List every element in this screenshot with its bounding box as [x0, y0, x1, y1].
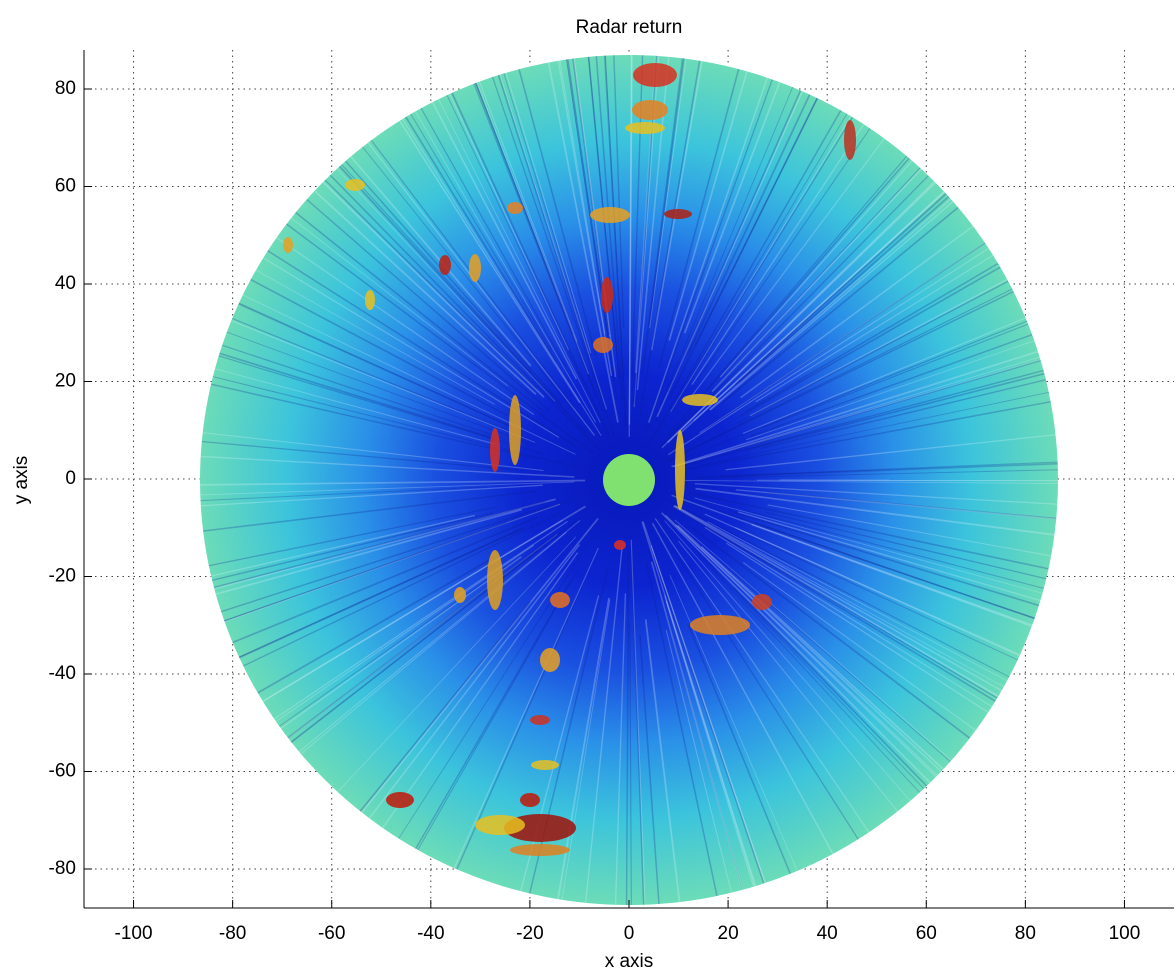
- y-axis-label: y axis: [11, 456, 32, 505]
- radar-echo: [365, 290, 375, 310]
- y-tick-label: -80: [49, 858, 76, 879]
- y-tick-label: 60: [55, 176, 76, 197]
- radar-echo: [520, 793, 540, 807]
- y-tick-label: -20: [49, 566, 76, 587]
- x-tick-label: 60: [916, 923, 937, 944]
- radar-echo: [675, 430, 685, 510]
- chart: -100 -80 -60 -40 -20 0 20 40 60 80 100 -80 -60 -40 -20…: [0, 0, 1176, 974]
- radar-echo: [844, 120, 856, 160]
- x-tick-label: -40: [417, 923, 444, 944]
- radar-echo: [475, 815, 525, 835]
- x-tick-label: 100: [1109, 923, 1141, 944]
- radar-echo: [454, 587, 466, 603]
- y-tick-label: -60: [49, 761, 76, 782]
- radar-echo: [682, 394, 718, 406]
- radar-echo: [632, 100, 668, 120]
- radar-center: [603, 454, 655, 506]
- x-tick-label: -100: [115, 923, 153, 944]
- y-tick-label: 20: [55, 371, 76, 392]
- x-tick-label: 0: [624, 923, 635, 944]
- page: {"chart_data": {"type": "image", "title"…: [0, 0, 1176, 974]
- radar-echo: [530, 715, 550, 725]
- radar-echo: [345, 179, 365, 191]
- radar-echo: [509, 395, 521, 465]
- radar-echo: [633, 63, 677, 87]
- radar-echo: [531, 760, 559, 770]
- radar-echo: [625, 122, 665, 134]
- chart-title: Radar return: [576, 17, 683, 38]
- radar-echo: [601, 277, 613, 313]
- x-tick-label: -20: [516, 923, 543, 944]
- radar-echo: [550, 592, 570, 608]
- y-tick-label: 40: [55, 273, 76, 294]
- x-tick-label: 80: [1015, 923, 1036, 944]
- x-axis-label: x axis: [605, 951, 654, 972]
- y-tick-label: -40: [49, 663, 76, 684]
- radar-echo: [752, 594, 772, 610]
- x-tick-label: -60: [318, 923, 345, 944]
- radar-echo: [439, 255, 451, 275]
- radar-echo: [507, 202, 523, 214]
- radar-echo: [593, 337, 613, 353]
- radar-image: [189, 40, 1069, 920]
- radar-echo: [510, 844, 570, 856]
- radar-echo: [540, 648, 560, 672]
- radar-echo: [469, 254, 481, 282]
- radar-ray: [757, 480, 1069, 481]
- radar-echo: [386, 792, 414, 808]
- radar-echo: [490, 428, 500, 472]
- y-tick-label: 0: [65, 468, 76, 489]
- radar-echo: [690, 615, 750, 635]
- x-tick-label: -80: [219, 923, 246, 944]
- y-tick-label: 80: [55, 78, 76, 99]
- x-tick-label: 20: [718, 923, 739, 944]
- radar-echo: [590, 207, 630, 223]
- x-tick-label: 40: [817, 923, 838, 944]
- radar-echo: [283, 237, 293, 253]
- radar-echo: [614, 540, 626, 550]
- radar-echo: [664, 209, 692, 219]
- radar-echo: [487, 550, 503, 610]
